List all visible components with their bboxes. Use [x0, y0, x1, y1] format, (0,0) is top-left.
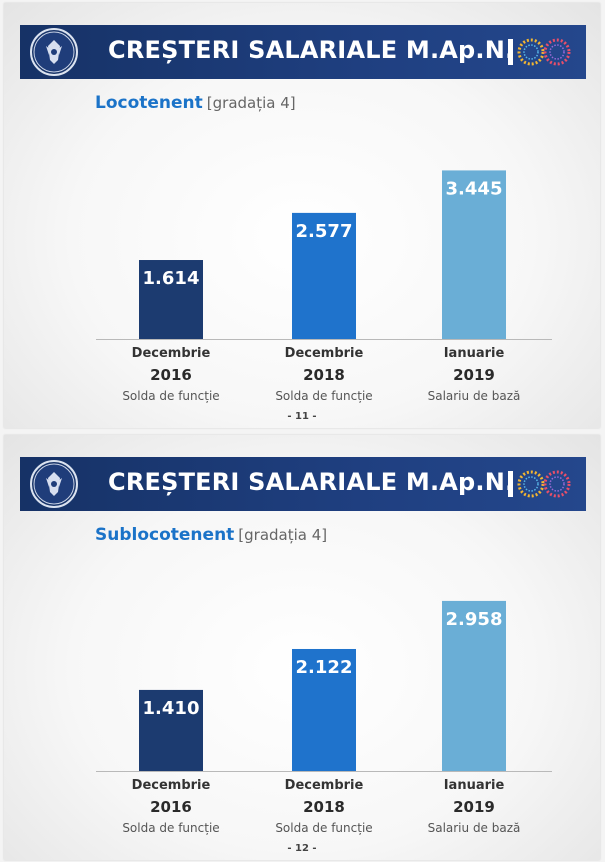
category-year: 2018	[303, 366, 345, 384]
rank-label: Locotenent	[95, 93, 203, 113]
category-month: Decembrie	[284, 778, 364, 793]
x-category-label: Decembrie 2018 Solda de funcție	[249, 777, 399, 837]
category-year: 2016	[150, 366, 192, 384]
category-kind: Salariu de bază	[427, 821, 521, 835]
page-number: - 12 -	[287, 843, 317, 854]
bar	[139, 689, 203, 771]
bar	[442, 600, 506, 771]
bar-chart-svg: 1.614 2.577 3.445	[96, 170, 552, 340]
category-kind: Solda de funcție	[122, 389, 220, 403]
rank-label: Sublocotenent	[95, 525, 235, 545]
header-title: CREȘTERI SALARIALE M.Ap.N.	[108, 36, 515, 64]
bar-value-label: 1.410	[143, 698, 200, 719]
salary-bar-chart: 1.614 2.577 3.445 Decembrie 2016 Solda de …	[4, 3, 600, 428]
slide-header: CREȘTERI SALARIALE M.Ap.N.	[20, 457, 586, 511]
category-month: Ianuarie	[443, 346, 505, 361]
bar-value-label: 3.445	[446, 178, 503, 199]
category-month: Ianuarie	[443, 778, 505, 793]
bar-value-label: 1.614	[143, 268, 200, 289]
category-month: Decembrie	[131, 346, 211, 361]
slide-sublocotenent: CREȘTERI SALARIALE M.Ap.N. Sublocotenent…	[4, 435, 600, 860]
bar-chart-svg: 1.410 2.122 2.958	[96, 600, 552, 772]
category-month: Decembrie	[131, 778, 211, 793]
slide-locotenent: CREȘTERI SALARIALE M.Ap.N. Locotenent [gr…	[4, 3, 600, 428]
bar-value-label: 2.122	[296, 657, 353, 678]
bar	[292, 648, 356, 771]
bar	[442, 170, 506, 339]
slide-header: CREȘTERI SALARIALE M.Ap.N.	[20, 25, 586, 79]
romanian-government-crest-icon	[30, 28, 78, 76]
page-number: - 11 -	[287, 411, 317, 422]
category-year: 2019	[453, 366, 495, 384]
bar	[292, 212, 356, 339]
grade-label: [gradația 4]	[238, 526, 328, 544]
bar	[139, 260, 203, 339]
category-kind: Solda de funcție	[275, 389, 373, 403]
chart-subtitle: Sublocotenent [gradația 4]	[95, 525, 327, 545]
x-category-label: Decembrie 2018 Solda de funcție	[249, 345, 399, 405]
x-category-label: Decembrie 2016 Solda de funcție	[96, 345, 246, 405]
centenary-100-logo	[504, 31, 574, 73]
chart-subtitle: Locotenent [gradația 4]	[95, 93, 296, 113]
x-category-label: Decembrie 2016 Solda de funcție	[96, 777, 246, 837]
category-kind: Salariu de bază	[427, 389, 521, 403]
bar-value-label: 2.577	[296, 221, 353, 242]
romanian-government-crest-icon	[30, 460, 78, 508]
x-category-label: Ianuarie 2019 Salariu de bază	[399, 777, 549, 837]
category-year: 2018	[303, 798, 345, 816]
category-month: Decembrie	[284, 346, 364, 361]
bar-value-label: 2.958	[446, 609, 503, 630]
category-year: 2016	[150, 798, 192, 816]
x-category-label: Ianuarie 2019 Salariu de bază	[399, 345, 549, 405]
category-kind: Solda de funcție	[275, 821, 373, 835]
grade-label: [gradația 4]	[206, 94, 296, 112]
category-kind: Solda de funcție	[122, 821, 220, 835]
header-title: CREȘTERI SALARIALE M.Ap.N.	[108, 468, 515, 496]
category-year: 2019	[453, 798, 495, 816]
salary-bar-chart: 1.410 2.122 2.958 Decembrie 2016 Solda de …	[4, 435, 600, 860]
centenary-100-logo	[504, 463, 574, 505]
